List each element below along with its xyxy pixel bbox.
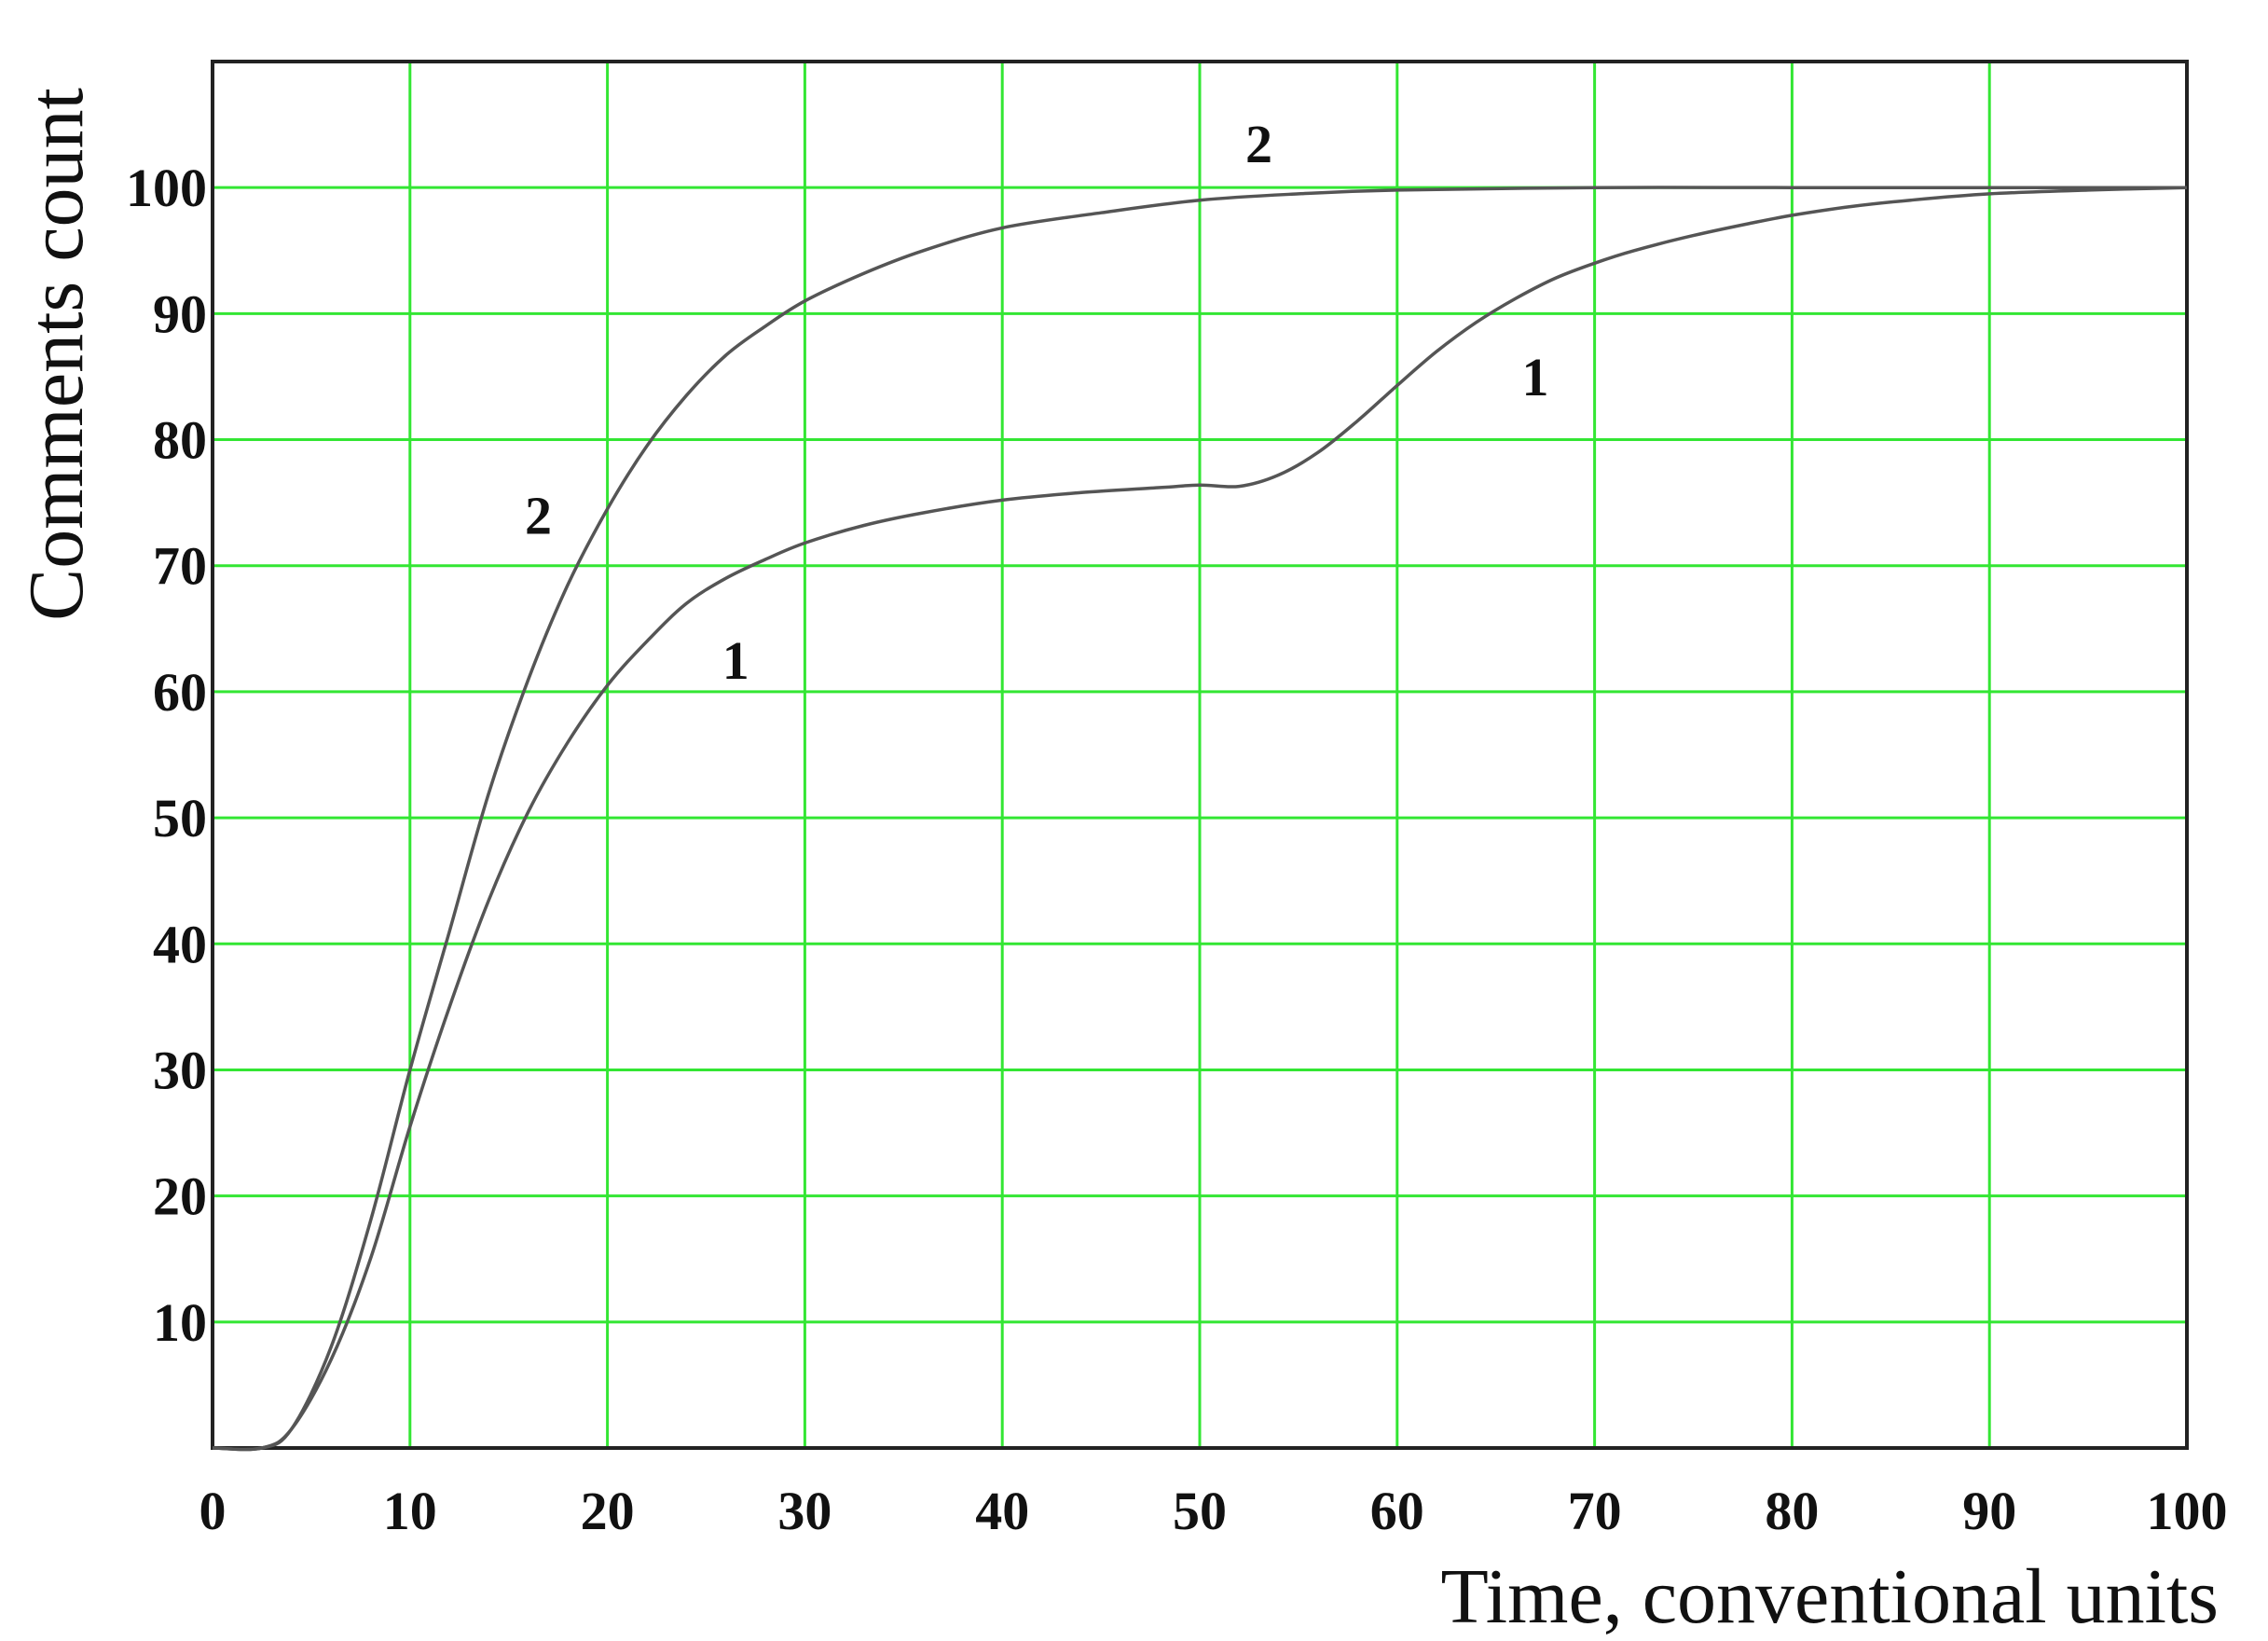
series-group xyxy=(212,186,2188,1452)
curve-label: 1 xyxy=(1522,347,1549,407)
y-tick-label: 90 xyxy=(153,283,207,344)
x-tick-label: 60 xyxy=(1370,1481,1424,1541)
x-tick-label: 30 xyxy=(777,1481,832,1541)
plot-frame xyxy=(211,60,2189,1450)
y-tick-label: 10 xyxy=(153,1292,207,1353)
x-tick-label: 40 xyxy=(975,1481,1029,1541)
y-tick-label: 100 xyxy=(126,158,207,218)
x-axis-title: Time, conventional units xyxy=(1440,1553,2219,1640)
y-tick-labels: 10 20 30 40 50 60 70 80 90 100 xyxy=(126,158,207,1353)
y-tick-label: 50 xyxy=(153,788,207,848)
x-tick-label: 10 xyxy=(383,1481,437,1541)
curve-label: 2 xyxy=(1245,114,1272,174)
x-tick-label: 100 xyxy=(2147,1481,2228,1541)
x-tick-labels: 0 10 20 30 40 50 60 70 80 90 100 xyxy=(199,1481,2228,1541)
x-tick-label: 90 xyxy=(1962,1481,2016,1541)
curve-label: 2 xyxy=(525,486,552,546)
series-1-line xyxy=(212,186,2188,1452)
y-tick-label: 80 xyxy=(153,410,207,471)
y-tick-label: 40 xyxy=(153,914,207,974)
grid xyxy=(213,62,2187,1448)
y-axis-title: Comments count xyxy=(13,88,100,621)
x-tick-label: 70 xyxy=(1568,1481,1622,1541)
curve-label: 1 xyxy=(722,630,749,691)
x-tick-label: 20 xyxy=(581,1481,635,1541)
series-2-line xyxy=(212,186,2187,1452)
y-tick-label: 60 xyxy=(153,662,207,723)
curve-labels: 2 2 1 1 xyxy=(525,114,1549,691)
x-tick-label: 0 xyxy=(199,1481,227,1541)
y-tick-label: 30 xyxy=(153,1040,207,1100)
x-tick-label: 80 xyxy=(1765,1481,1819,1541)
y-tick-label: 70 xyxy=(153,536,207,597)
x-tick-label: 50 xyxy=(1173,1481,1227,1541)
y-tick-label: 20 xyxy=(153,1166,207,1227)
